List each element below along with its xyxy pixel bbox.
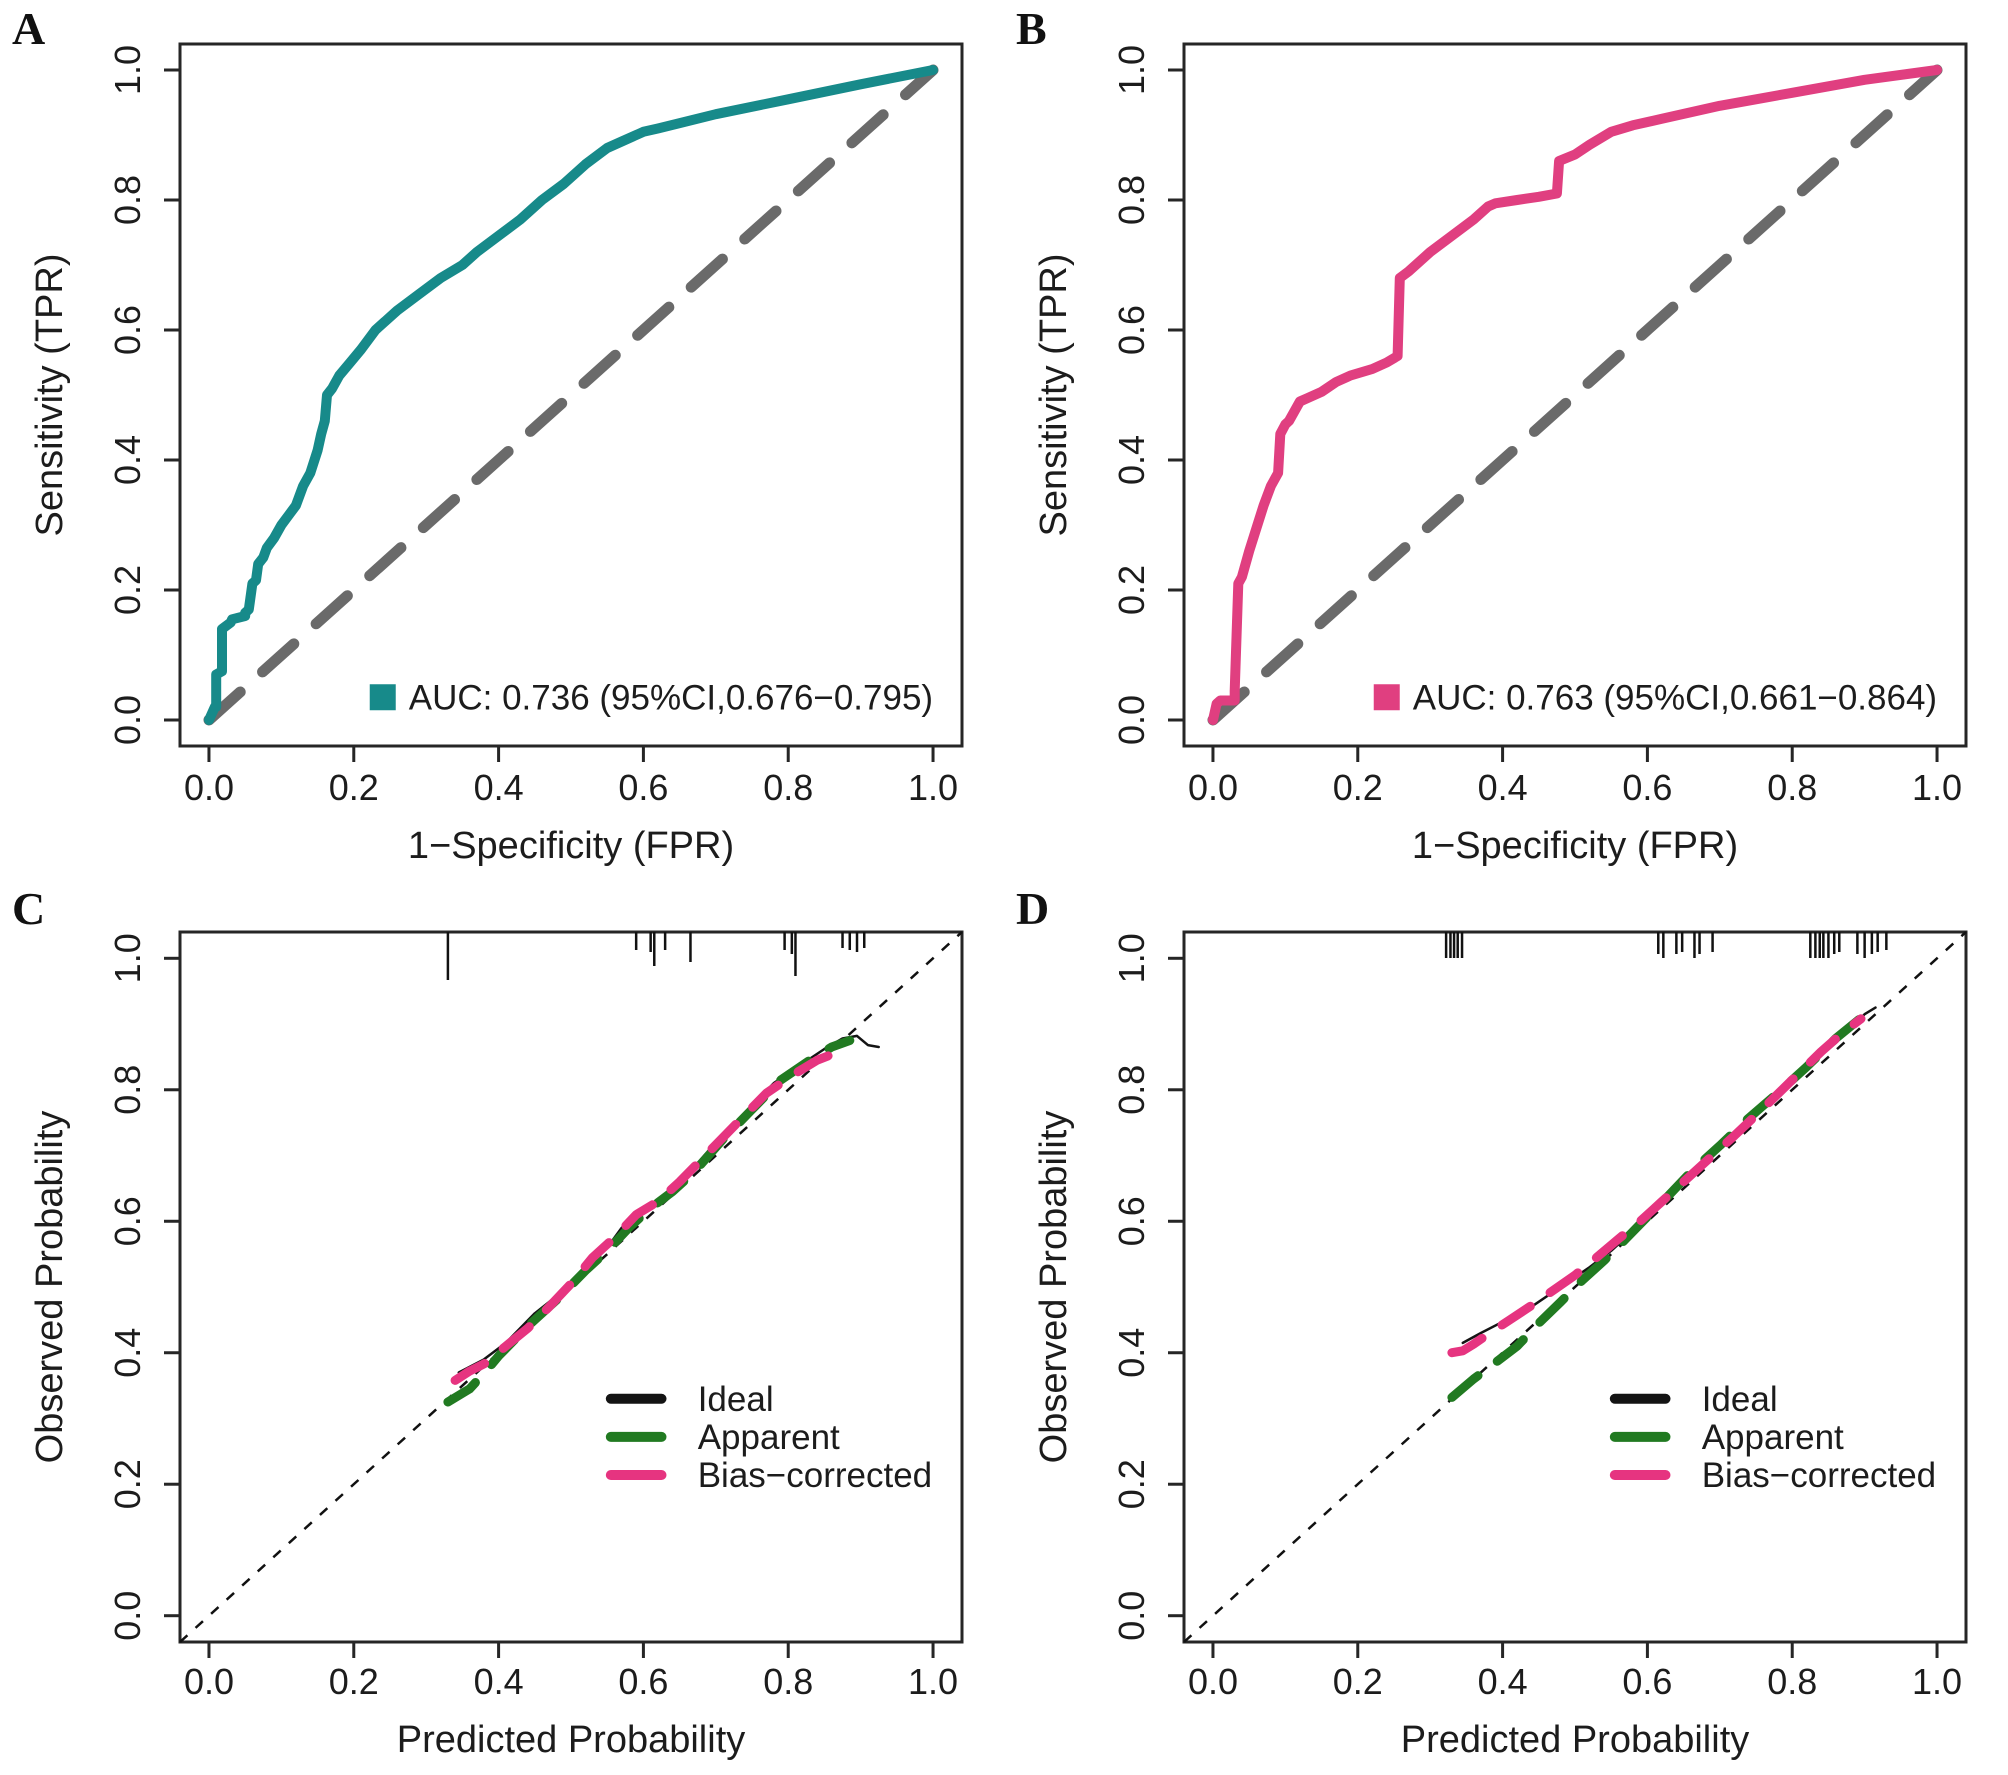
legend-label: Ideal [698,1380,774,1419]
y-tick-label: 1.0 [107,933,148,983]
panel-b: B 0.0 0.2 0.4 0.6 0.8 1.0 0.0 0.2 0.4 0.6 0.8 1.0 1−… [1004,0,2008,880]
y-axis-title: Sensitivity (TPR) [1033,254,1075,537]
y-axis-title: Observed Probability [1033,1111,1075,1464]
calibration-curve-ideal [457,1034,880,1374]
y-tick-label: 1.0 [1111,933,1152,983]
panel-b-letter: B [1016,3,1047,54]
legend-label: Apparent [698,1418,840,1457]
plot-box [178,42,964,748]
calibration-chart-c: 0.0 0.2 0.4 0.6 0.8 1.0 0.0 0.2 0.4 0.6 0.8 1.0 Pred… [29,930,964,1761]
y-tick-label: 0.8 [1111,1065,1152,1115]
y-tick-label: 0.2 [107,1459,148,1509]
y-axis-title: Observed Probability [29,1111,71,1464]
x-tick-label: 0.8 [1767,767,1817,808]
x-tick-label: 0.8 [1767,1661,1817,1702]
panel-a-letter: A [12,3,46,54]
x-tick-label: 0.6 [1622,1661,1672,1702]
calibration-chart-d: 0.0 0.2 0.4 0.6 0.8 1.0 0.0 0.2 0.4 0.6 0.8 1.0 Pred… [1033,930,1968,1761]
y-tick-label: 0.0 [107,1591,148,1641]
roc-curve [1208,65,1942,725]
y-tick-label: 0.2 [1111,1459,1152,1509]
x-tick-label: 0.6 [618,1661,668,1702]
plot-box [178,930,964,1644]
x-tick-label: 1.0 [908,767,958,808]
y-tick-label: 0.0 [1111,695,1152,745]
y-axis-title: Sensitivity (TPR) [29,254,71,537]
y-tick-label: 0.8 [1111,175,1152,225]
x-tick-label: 0.2 [329,1661,379,1702]
calibration-curve-bias-corrected [450,1047,844,1385]
calibration-curve-apparent [443,1036,855,1407]
y-tick-label: 0.8 [107,1065,148,1115]
chance-diagonal-line [1207,64,1943,726]
x-tick-label: 0.4 [474,1661,524,1702]
panel-c: C 0.0 0.2 0.4 0.6 0.8 1.0 0.0 0.2 0.4 0.6 0.8 1.0 Pr… [0,880,1004,1775]
auc-legend-swatch [1373,684,1400,711]
x-axis-title: 1−Specificity (FPR) [408,825,734,867]
plot-box [1182,42,1968,748]
x-axis-title: Predicted Probability [397,1719,746,1761]
x-tick-label: 0.6 [618,767,668,808]
legend-label: Ideal [1702,1380,1778,1419]
y-tick-label: 0.6 [107,1196,148,1246]
y-tick-label: 1.0 [1111,45,1152,95]
roc-chart-b: 0.0 0.2 0.4 0.6 0.8 1.0 0.0 0.2 0.4 0.6 0.8 1.0 1−Sp… [1033,42,1968,867]
x-tick-label: 0.0 [1188,1661,1238,1702]
panel-d: D 0.0 0.2 0.4 0.6 0.8 1.0 0.0 0.2 0.4 0.6 0.8 1.0 Pr… [1004,880,2008,1775]
y-tick-label: 0.8 [107,175,148,225]
x-axis-title: 1−Specificity (FPR) [1412,825,1738,867]
y-tick-label: 0.6 [107,305,148,355]
chance-diagonal-line [203,64,939,726]
x-tick-label: 0.8 [763,767,813,808]
x-tick-label: 0.0 [184,767,234,808]
calibration-curve-bias-corrected [1447,1014,1866,1358]
panel-a: A 0.0 0.2 0.4 0.6 0.8 1.0 0.0 0.2 0.4 0.6 0.8 1.0 1−… [0,0,1004,880]
y-tick-label: 1.0 [107,45,148,95]
auc-legend-swatch [369,684,396,711]
x-tick-label: 0.2 [1333,767,1383,808]
y-tick-label: 0.2 [1111,565,1152,615]
x-tick-label: 0.2 [329,767,379,808]
y-tick-label: 0.2 [107,565,148,615]
reference-diagonal-line [1183,931,1967,1643]
roc-curve [204,65,938,725]
x-tick-label: 0.4 [1478,767,1528,808]
x-tick-label: 0.4 [1478,1661,1528,1702]
y-tick-label: 0.0 [1111,1591,1152,1641]
x-axis-title: Predicted Probability [1401,1719,1750,1761]
auc-legend-label: AUC: 0.763 (95%CI,0.661−0.864) [1413,678,1937,717]
y-tick-label: 0.0 [107,695,148,745]
legend-label: Apparent [1702,1418,1844,1457]
x-tick-label: 0.0 [184,1661,234,1702]
y-tick-label: 0.4 [107,1328,148,1378]
x-tick-label: 0.8 [763,1661,813,1702]
panel-d-letter: D [1016,883,1050,934]
roc-chart-a: 0.0 0.2 0.4 0.6 0.8 1.0 0.0 0.2 0.4 0.6 0.8 1.0 1−Sp… [29,42,964,867]
plot-box [1182,930,1968,1644]
y-tick-label: 0.4 [1111,435,1152,485]
panel-c-letter: C [12,883,46,934]
y-tick-label: 0.4 [107,435,148,485]
x-tick-label: 1.0 [908,1661,958,1702]
x-tick-label: 1.0 [1912,1661,1962,1702]
auc-legend-label: AUC: 0.736 (95%CI,0.676−0.795) [409,678,933,717]
y-tick-label: 0.4 [1111,1328,1152,1378]
x-tick-label: 1.0 [1912,767,1962,808]
x-tick-label: 0.0 [1188,767,1238,808]
y-tick-label: 0.6 [1111,1196,1152,1246]
x-tick-label: 0.2 [1333,1661,1383,1702]
legend-label: Bias−corrected [1702,1456,1936,1495]
x-tick-label: 0.4 [474,767,524,808]
x-tick-label: 0.6 [1622,767,1672,808]
legend-label: Bias−corrected [698,1456,932,1495]
y-tick-label: 0.6 [1111,305,1152,355]
